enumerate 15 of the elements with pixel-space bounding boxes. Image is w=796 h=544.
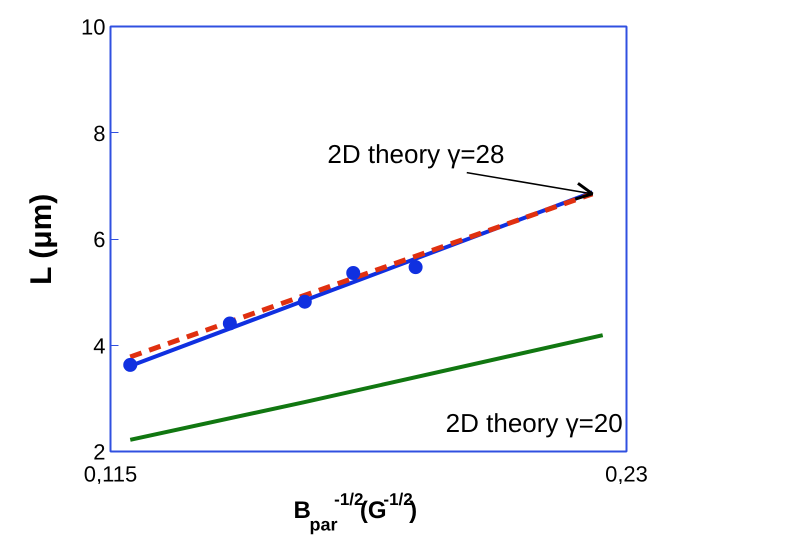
series-label: 2D theory γ=20 [446, 408, 623, 438]
y-tick-label: 10 [81, 14, 106, 40]
point [222, 316, 237, 330]
y-tick-label: 6 [93, 227, 106, 252]
y-axis-title: L (μm) [25, 194, 58, 285]
point [346, 266, 360, 280]
y-tick-label: 8 [93, 120, 106, 146]
annotation: 2D theory γ=28 [327, 138, 504, 169]
point [123, 358, 138, 372]
point [408, 260, 423, 274]
x-tick-label: 0,23 [605, 462, 648, 486]
y-tick-label: 2 [93, 440, 106, 464]
point [298, 294, 312, 309]
x-tick-label: 0,115 [84, 462, 138, 486]
y-tick-label: 4 [93, 333, 106, 358]
